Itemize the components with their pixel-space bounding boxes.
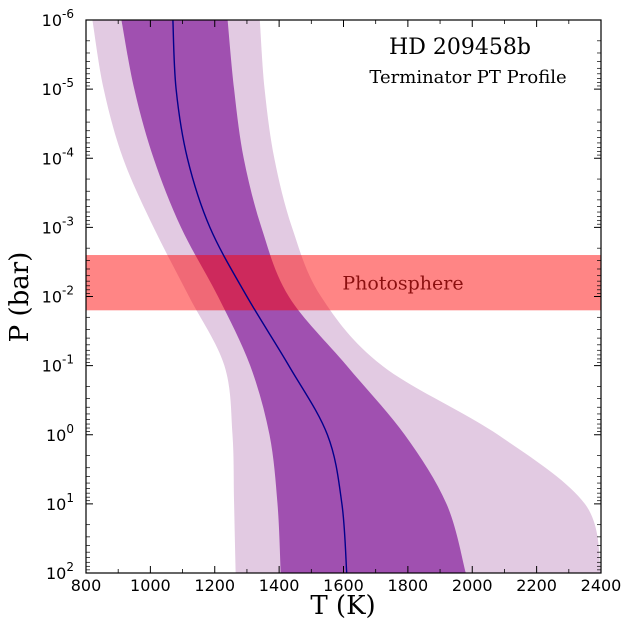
y-tick-label: 100: [46, 422, 74, 445]
y-tick-label: 10-2: [42, 284, 74, 307]
y-tick-label: 10-3: [42, 214, 74, 237]
x-tick-label: 800: [71, 576, 102, 595]
photosphere-label: Photosphere: [342, 273, 463, 295]
x-tick-label: 1000: [130, 576, 171, 595]
chart-subtitle: Terminator PT Profile: [369, 67, 566, 88]
x-tick-label: 1400: [259, 576, 300, 595]
x-axis-title: T (K): [310, 591, 375, 621]
axis-tick-labels: 800 1000 1200 1400 1600 1800 2000 2200 2400 10-6 1…: [42, 7, 622, 595]
axis-ticks: [85, 19, 602, 574]
median-profile-line: [172, 20, 348, 573]
y-tick-label: 101: [46, 491, 74, 514]
y-tick-label: 10-1: [42, 353, 74, 376]
y-tick-label: 10-6: [42, 7, 74, 30]
plot-area: [86, 20, 601, 573]
x-tick-label: 2200: [516, 576, 557, 595]
chart-title: HD 209458b: [389, 35, 531, 60]
y-axis-title: P (bar): [5, 252, 35, 343]
x-tick-label: 1200: [194, 576, 235, 595]
photosphere-band: [86, 255, 601, 311]
x-tick-label: 1800: [388, 576, 429, 595]
y-tick-label: 10-4: [42, 145, 74, 168]
x-tick-label: 1600: [323, 576, 364, 595]
x-tick-label: 2000: [452, 576, 493, 595]
x-tick-label: 2400: [581, 576, 622, 595]
y-tick-label: 10-5: [42, 76, 74, 99]
sigma1-band: [121, 20, 466, 573]
y-tick-label: 102: [46, 560, 74, 583]
